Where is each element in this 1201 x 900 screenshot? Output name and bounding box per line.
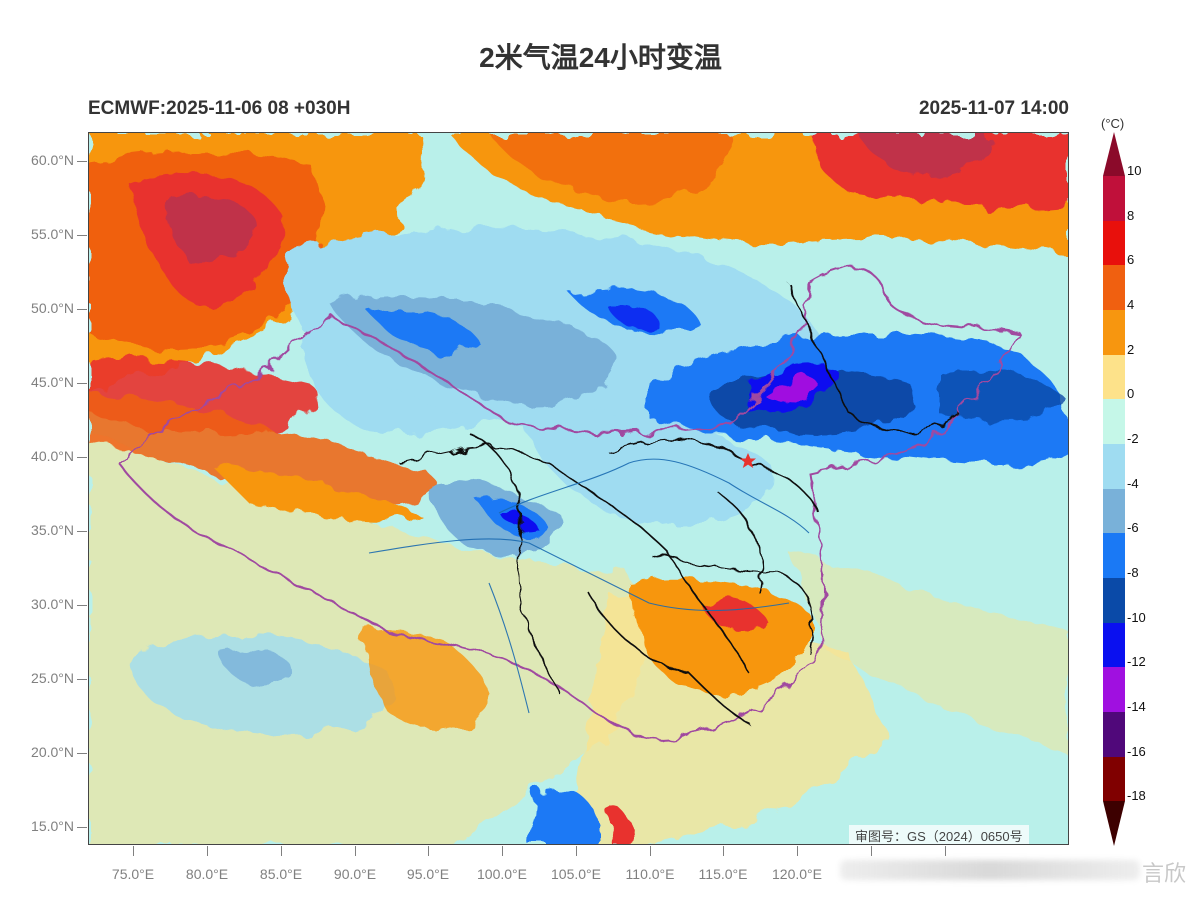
lat-tick	[77, 309, 87, 310]
lat-tick	[77, 679, 87, 680]
watermark: 言欣	[840, 856, 1200, 886]
lon-label-105: 105.0°E	[551, 866, 601, 882]
temperature-change-map: 审图号：GS（2024）0650号	[88, 132, 1069, 845]
lat-label-35: 35.0°N	[31, 522, 74, 538]
lon-tick	[945, 846, 946, 856]
lon-tick	[133, 846, 134, 856]
lat-label-40: 40.0°N	[31, 448, 74, 464]
colorbar-label: -6	[1127, 520, 1139, 535]
lon-label-80: 80.0°E	[185, 866, 229, 882]
lat-label-60: 60.0°N	[31, 152, 74, 168]
national-boundary	[118, 266, 1021, 741]
lat-label-30: 30.0°N	[31, 596, 74, 612]
lon-tick	[428, 846, 429, 856]
lon-tick	[871, 846, 872, 856]
lat-tick	[77, 457, 87, 458]
lat-tick	[77, 753, 87, 754]
chart-title: 2米气温24小时变温	[479, 42, 722, 73]
colorbar-unit: (°C)	[1101, 116, 1125, 131]
map-heatmap-svg	[89, 133, 1068, 844]
colorbar-label: -12	[1127, 654, 1146, 669]
colorbar-label: -10	[1127, 610, 1146, 625]
lat-tick	[77, 827, 87, 828]
lon-tick	[797, 846, 798, 856]
colorbar-bottom-extend	[1103, 801, 1125, 846]
lon-tick	[207, 846, 208, 856]
watermark-text: 言欣	[1141, 861, 1186, 886]
watermark-blur	[840, 860, 1140, 880]
colorbar-label: -18	[1127, 788, 1146, 803]
lat-tick	[77, 605, 87, 606]
lon-label-100: 100.0°E	[477, 866, 527, 882]
lon-tick	[723, 846, 724, 856]
colorbar-label: 10	[1127, 163, 1142, 178]
colorbar-label: 4	[1127, 297, 1135, 312]
colorbar-label: 2	[1127, 342, 1135, 357]
colorbar	[1103, 132, 1125, 851]
lat-label-20: 20.0°N	[31, 744, 74, 760]
lon-tick	[650, 846, 651, 856]
lon-tick	[502, 846, 503, 856]
capital-star-icon	[740, 453, 756, 468]
lon-label-75: 75.0°E	[111, 866, 155, 882]
lat-tick	[77, 161, 87, 162]
map-review-number: 审图号：GS（2024）0650号	[849, 825, 1029, 844]
lon-label-120: 120.0°E	[772, 866, 822, 882]
lon-label-110: 110.0°E	[625, 866, 675, 882]
lat-label-45: 45.0°N	[31, 374, 74, 390]
lat-label-55: 55.0°N	[31, 226, 74, 242]
colorbar-label: -8	[1127, 565, 1139, 580]
lat-label-50: 50.0°N	[31, 300, 74, 316]
colorbar-svg	[1103, 132, 1125, 846]
lon-tick	[281, 846, 282, 856]
lat-tick	[77, 383, 87, 384]
model-run-label: ECMWF:2025-11-06 08 +030H	[88, 98, 351, 119]
lon-tick	[355, 846, 356, 856]
colorbar-label: 0	[1127, 386, 1135, 401]
colorbar-label: 6	[1127, 252, 1135, 267]
valid-time-label: 2025-11-07 14:00	[918, 98, 1069, 119]
colorbar-label: -16	[1127, 744, 1146, 759]
lon-tick	[576, 846, 577, 856]
lon-label-90: 90.0°E	[333, 866, 377, 882]
lon-label-115: 115.0°E	[698, 866, 748, 882]
lat-tick	[77, 235, 87, 236]
lon-label-85: 85.0°E	[259, 866, 303, 882]
colorbar-label: -14	[1127, 699, 1146, 714]
lat-tick	[77, 531, 87, 532]
lat-label-15: 15.0°N	[31, 818, 74, 834]
colorbar-label: 8	[1127, 208, 1135, 223]
colorbar-label: -2	[1127, 431, 1139, 446]
rivers	[368, 458, 810, 714]
lat-label-25: 25.0°N	[31, 670, 74, 686]
colorbar-label: -4	[1127, 476, 1139, 491]
colorbar-top-extend	[1103, 132, 1125, 176]
lon-label-95: 95.0°E	[406, 866, 450, 882]
